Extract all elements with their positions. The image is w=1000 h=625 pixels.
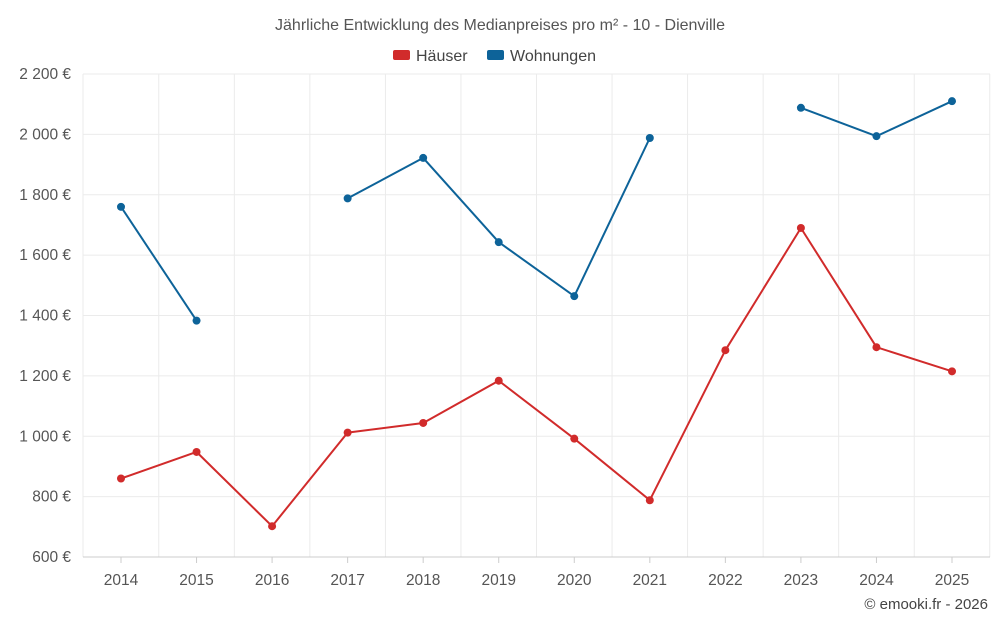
legend-item-wohnungen[interactable]: Wohnungen [487, 48, 596, 65]
data-point-haeuser[interactable] [796, 223, 805, 232]
x-tick-label: 2016 [255, 572, 289, 589]
y-tick-label: 1 400 € [19, 308, 71, 325]
legend-item-haeuser[interactable]: Häuser [393, 48, 468, 65]
legend: Häuser Wohnungen [393, 48, 596, 65]
series-wohnungen [117, 97, 956, 325]
x-tick-label: 2024 [859, 572, 894, 589]
data-point-wohnungen[interactable] [872, 132, 881, 141]
x-tick-label: 2020 [557, 572, 592, 589]
data-point-haeuser[interactable] [721, 346, 730, 355]
data-point-wohnungen[interactable] [948, 97, 956, 106]
grid [82, 73, 991, 557]
data-point-wohnungen[interactable] [570, 292, 579, 301]
legend-label-haeuser: Häuser [416, 48, 468, 65]
y-tick-label: 2 000 € [19, 126, 71, 143]
data-point-haeuser[interactable] [117, 474, 125, 483]
data-point-haeuser[interactable] [192, 447, 201, 456]
series-line-haeuser [120, 227, 953, 528]
x-tick-label: 2022 [708, 572, 742, 589]
y-tick-label: 1 600 € [19, 247, 71, 264]
legend-swatch-wohnungen [487, 50, 504, 60]
x-tick-label: 2014 [104, 572, 139, 589]
data-point-haeuser[interactable] [343, 428, 352, 437]
series-line-wohnungen [800, 100, 953, 138]
data-point-haeuser[interactable] [948, 367, 956, 376]
x-tick-label: 2018 [406, 572, 440, 589]
data-point-haeuser[interactable] [494, 376, 503, 385]
y-tick-label: 1 200 € [19, 368, 71, 385]
x-tick-label: 2025 [935, 572, 969, 589]
axes: 600 € 800 € 1 000 € 1 200 € 1 400 € 1 600 € 1 … [19, 66, 990, 589]
data-point-wohnungen[interactable] [796, 103, 805, 112]
x-tick-label: 2017 [330, 572, 364, 589]
y-tick-label: 1 000 € [19, 428, 71, 445]
data-point-wohnungen[interactable] [494, 238, 503, 247]
series-haeuser [117, 223, 956, 531]
y-tick-label: 800 € [32, 489, 71, 506]
series [117, 97, 956, 531]
data-point-haeuser[interactable] [268, 522, 277, 531]
x-tick-label: 2019 [481, 572, 515, 589]
data-point-wohnungen[interactable] [192, 316, 201, 325]
data-point-haeuser[interactable] [872, 343, 881, 352]
data-point-wohnungen[interactable] [419, 153, 428, 162]
chart-title: Jährliche Entwicklung des Medianpreises … [275, 17, 725, 34]
series-line-wohnungen [347, 137, 651, 298]
legend-swatch-haeuser [393, 50, 410, 60]
credit-text: © emooki.fr - 2026 [864, 596, 988, 613]
x-tick-label: 2023 [784, 572, 818, 589]
data-point-haeuser[interactable] [419, 418, 428, 427]
x-tick-label: 2015 [179, 572, 213, 589]
data-point-wohnungen[interactable] [645, 133, 654, 142]
x-tick-label: 2021 [633, 572, 667, 589]
y-tick-label: 2 200 € [19, 66, 71, 83]
data-point-wohnungen[interactable] [117, 202, 125, 211]
legend-label-wohnungen: Wohnungen [510, 48, 596, 65]
data-point-wohnungen[interactable] [343, 194, 352, 203]
data-point-haeuser[interactable] [645, 496, 654, 505]
y-tick-label: 1 800 € [19, 187, 71, 204]
y-tick-label: 600 € [32, 549, 71, 566]
series-line-wohnungen [120, 206, 198, 322]
data-point-haeuser[interactable] [570, 434, 579, 443]
